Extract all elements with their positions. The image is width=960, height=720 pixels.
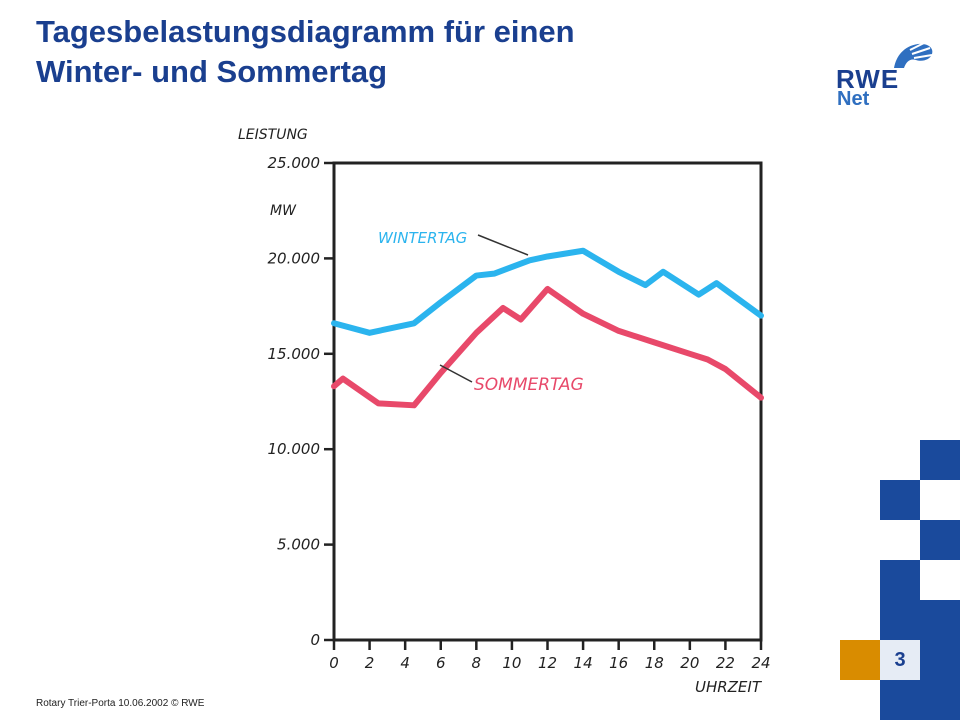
- x-tick-label: 24: [751, 654, 770, 672]
- series-line-0: [331, 247, 764, 336]
- x-tick-label: 10: [502, 654, 521, 672]
- x-tick-label: 2: [365, 654, 375, 672]
- x-tick-label: 6: [436, 654, 446, 672]
- deco-block: [920, 640, 960, 680]
- x-tick-label: 0: [329, 654, 339, 672]
- logo-brand: RWE: [836, 64, 900, 94]
- x-tick-label: 18: [645, 654, 664, 672]
- y-axis-unit: MW: [270, 203, 297, 219]
- deco-block: [880, 480, 920, 520]
- title-line-1: Tagesbelastungsdiagramm für einen: [36, 14, 575, 49]
- summer-series-label: SOMMERTAG: [474, 375, 584, 395]
- series-line-1: [331, 285, 764, 409]
- deco-block: [920, 440, 960, 480]
- x-tick-label: 8: [472, 654, 482, 672]
- logo-sub: Net: [837, 88, 870, 110]
- x-axis-label: UHRZEIT: [695, 678, 763, 695]
- hand-icon: [894, 41, 933, 68]
- y-tick-label: 25.000: [268, 154, 321, 172]
- winter-series-label: WINTERTAG: [378, 229, 467, 247]
- y-tick-label: 0: [310, 631, 320, 649]
- y-tick-label: 20.000: [268, 249, 321, 267]
- y-axis-label: LEISTUNG: [238, 127, 308, 143]
- x-tick-label: 16: [609, 654, 628, 672]
- x-tick-label: 20: [680, 654, 699, 672]
- footer-text: Rotary Trier-Porta 10.06.2002 © RWE: [36, 698, 205, 709]
- slide-title: Tagesbelastungsdiagramm für einen Winter…: [36, 12, 816, 92]
- y-tick-label: 5.000: [277, 536, 320, 554]
- winter-leader-line: [477, 234, 529, 256]
- y-tick-label: 10.000: [268, 440, 321, 458]
- deco-block: [880, 560, 920, 600]
- deco-block: [880, 600, 920, 640]
- title-line-2: Winter- und Sommertag: [36, 54, 388, 89]
- deco-block: [920, 520, 960, 560]
- deco-block: [920, 600, 960, 640]
- page-number: 3: [880, 640, 920, 680]
- x-tick-label: 22: [716, 654, 735, 672]
- x-tick-label: 12: [538, 654, 557, 672]
- rwe-net-logo: RWE Net: [832, 38, 942, 114]
- deco-block: [920, 680, 960, 720]
- x-tick-label: 14: [574, 654, 593, 672]
- summer-leader-line: [439, 364, 473, 383]
- deco-block-orange: [840, 640, 880, 680]
- y-tick-label: 15.000: [268, 345, 321, 363]
- load-chart: 0 5.000 10.000 15.000 20.000 25.000 0 2 4 6 8 10 12 1…: [230, 115, 790, 696]
- x-tick-label: 4: [400, 654, 410, 672]
- deco-block: [880, 680, 920, 720]
